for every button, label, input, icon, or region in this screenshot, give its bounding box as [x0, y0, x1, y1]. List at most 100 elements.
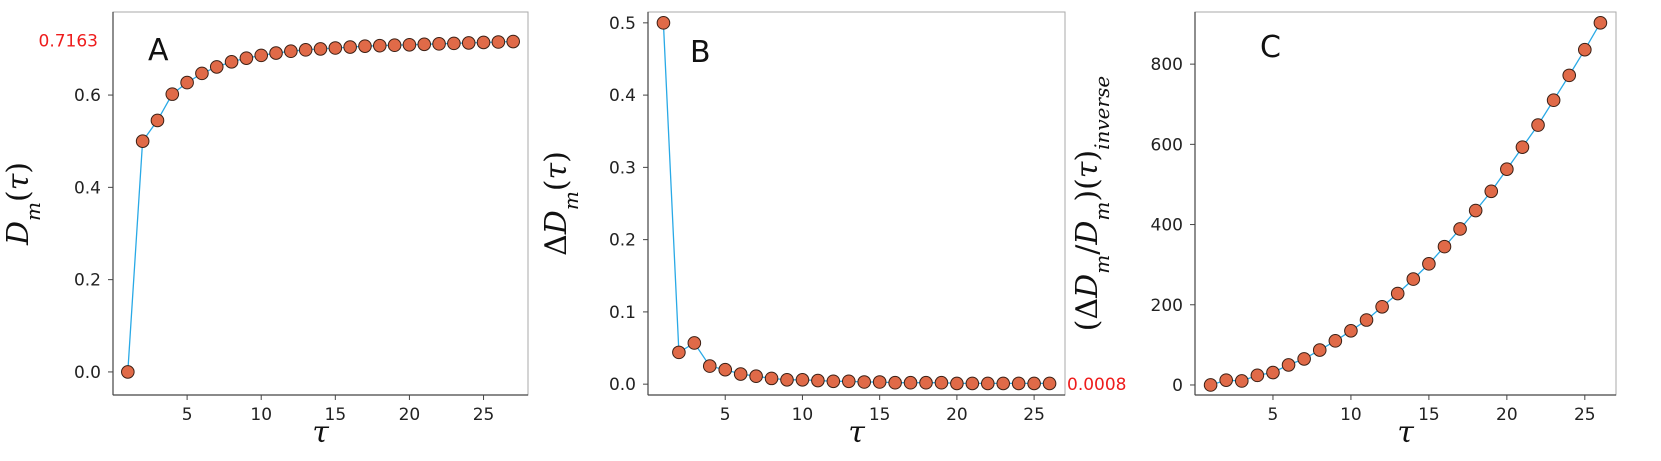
data-point — [1219, 373, 1233, 387]
panel-b: 5 10 15 20 25 0.0 0.1 0.2 0.3 0.4 0.5 B 0.0008 τ ΔDm(τ… — [539, 11, 1126, 450]
data-point — [387, 38, 402, 53]
data-point — [1500, 162, 1514, 177]
data-point — [919, 375, 933, 390]
y-tick-label: 600 — [1151, 135, 1183, 155]
panel-letter: A — [148, 33, 169, 68]
y-tick-label: 0.1 — [609, 303, 636, 323]
data-point — [1359, 313, 1374, 327]
data-point — [811, 373, 825, 388]
data-point — [1203, 378, 1218, 392]
data-point — [996, 376, 1011, 391]
x-tick-label: 25 — [473, 405, 495, 425]
y-axis-label: ΔDm(τ) — [539, 151, 583, 256]
y-tick-label: 400 — [1151, 216, 1183, 236]
x-tick-label: 25 — [1574, 405, 1596, 425]
data-point — [269, 46, 283, 60]
data-point — [1281, 358, 1296, 372]
data-point — [780, 373, 794, 387]
y-axis-label: Dm(τ) — [1, 162, 45, 246]
data-point — [764, 371, 779, 386]
data-point — [1250, 368, 1265, 383]
data-point — [1593, 16, 1608, 30]
data-point — [1312, 343, 1327, 357]
x-tick-label: 15 — [869, 405, 891, 425]
data-point — [1344, 324, 1358, 338]
data-point — [491, 35, 506, 49]
data-point — [1546, 93, 1561, 108]
data-point — [965, 376, 980, 391]
data-point — [1390, 286, 1405, 301]
y-tick-label: 200 — [1151, 296, 1183, 316]
data-point — [313, 42, 328, 56]
data-point — [461, 36, 476, 50]
data-point — [1468, 203, 1483, 218]
data-point — [749, 369, 763, 384]
data-point — [1042, 376, 1057, 391]
data-point — [1578, 42, 1592, 57]
data-point — [1266, 365, 1280, 380]
y-tick-label: 0.0 — [609, 375, 636, 395]
data-point — [298, 43, 313, 57]
annotation-value: 0.0008 — [1067, 375, 1126, 395]
data-point — [254, 48, 269, 63]
y-tick-label: 0.0 — [74, 363, 101, 383]
data-point — [476, 35, 491, 50]
data-point — [656, 16, 671, 30]
x-tick-label: 25 — [1023, 405, 1045, 425]
data-point — [180, 75, 194, 90]
data-point — [1375, 299, 1389, 314]
x-tick-label: 10 — [250, 405, 272, 425]
plot-frame — [112, 11, 529, 396]
data-point — [1234, 374, 1249, 388]
data-point — [239, 51, 254, 65]
data-point — [1437, 239, 1452, 254]
x-tick-label: 15 — [325, 405, 347, 425]
data-point — [903, 375, 918, 390]
data-point — [432, 37, 446, 51]
data-point — [150, 113, 165, 128]
data-point — [795, 373, 810, 387]
x-tick-label: 10 — [1340, 405, 1362, 425]
data-point — [687, 336, 702, 350]
series-line — [1210, 22, 1601, 386]
data-point — [950, 376, 964, 391]
x-tick-label: 5 — [1268, 405, 1279, 425]
panel-c: 5 10 15 20 25 0 200 400 600 800 Cτ (ΔDm/Dm)(τ)inver… — [1070, 11, 1617, 450]
x-axis-label: τ — [848, 415, 865, 450]
x-tick-label: 20 — [1496, 405, 1518, 425]
data-point — [343, 40, 357, 54]
x-tick-label: 10 — [792, 405, 814, 425]
data-point — [402, 37, 417, 52]
x-tick-label: 20 — [399, 405, 421, 425]
x-tick-label: 5 — [720, 405, 731, 425]
data-point — [328, 41, 343, 55]
data-point — [1406, 272, 1421, 286]
y-tick-label: 0.3 — [609, 158, 636, 178]
y-tick-label: 0 — [1172, 376, 1183, 396]
data-point — [1328, 334, 1343, 348]
data-point — [702, 359, 717, 373]
x-axis-label: τ — [312, 415, 329, 450]
data-point — [1515, 140, 1530, 154]
plot-frame — [1194, 11, 1617, 396]
data-point — [1453, 222, 1467, 236]
panel-letter: C — [1260, 30, 1281, 65]
data-point — [195, 66, 209, 81]
panel-letter: B — [690, 35, 711, 70]
x-tick-label: 15 — [1418, 405, 1440, 425]
data-point — [872, 375, 887, 389]
data-point — [1422, 257, 1436, 271]
data-point — [826, 374, 841, 389]
data-point — [672, 345, 686, 360]
data-point — [447, 36, 461, 51]
x-axis-label: τ — [1397, 415, 1414, 450]
data-point — [1027, 376, 1041, 391]
annotation-value: 0.7163 — [39, 32, 98, 52]
x-tick-label: 5 — [182, 405, 193, 425]
data-point — [358, 39, 372, 53]
data-point — [284, 44, 298, 59]
data-point — [1562, 68, 1577, 83]
data-point — [1011, 376, 1026, 391]
data-point — [209, 60, 224, 74]
